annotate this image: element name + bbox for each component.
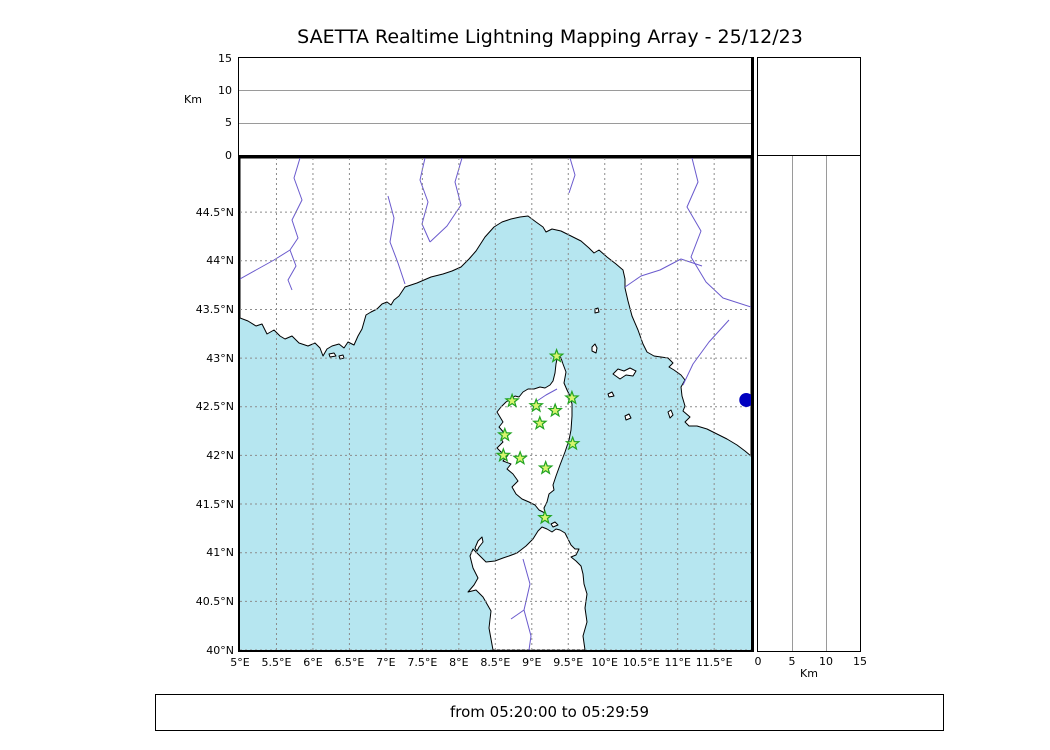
- rivers: [239, 157, 752, 651]
- corsica: [496, 353, 573, 514]
- lon-tick-label: 10.5°E: [622, 656, 660, 669]
- lon-tick-label: 5°E: [230, 656, 250, 669]
- lat-tick-label: 43.5°N: [195, 302, 234, 316]
- corner-box: [757, 57, 861, 156]
- right-panel-tick-label: 0: [754, 655, 762, 668]
- lat-tick-label: 41°N: [206, 546, 234, 560]
- station-marker: [537, 509, 553, 525]
- station-marker: [512, 450, 528, 465]
- lon-tick-label: 7°E: [376, 656, 396, 669]
- lon-tick-label: 11°E: [664, 656, 691, 669]
- altitude-gridline: [239, 122, 751, 124]
- lat-tick-label: 43°N: [206, 351, 234, 365]
- altitude-vs-latitude-panel: [757, 155, 861, 652]
- river: [510, 609, 525, 620]
- island-asinara: [474, 536, 484, 552]
- lon-tick-label: 11.5°E: [695, 656, 733, 669]
- lat-tick-label: 40°N: [206, 643, 234, 657]
- lon-tick-label: 8°E: [449, 656, 469, 669]
- right-panel-tick-label: 5: [788, 655, 796, 668]
- island-elba: [612, 367, 637, 380]
- river: [239, 249, 291, 280]
- lon-tick-label: 5.5°E: [261, 656, 292, 669]
- island-capraia: [591, 343, 598, 354]
- right-panel-tick-label: 10: [819, 655, 833, 668]
- altitude-gridline: [826, 156, 827, 651]
- river: [387, 195, 406, 285]
- river: [624, 258, 703, 288]
- station-marker: [496, 426, 513, 442]
- station-marker: [564, 389, 580, 405]
- station-marker: [547, 402, 563, 418]
- map-panel: [238, 155, 754, 652]
- river: [536, 388, 558, 402]
- station-markers: [495, 347, 581, 525]
- event-marker: [739, 392, 754, 407]
- lat-tick-label: 40.5°N: [195, 594, 234, 608]
- station-marker: [531, 415, 548, 430]
- lat-tick-label: 44.5°N: [195, 205, 234, 219]
- lon-tick-label: 9°E: [522, 656, 542, 669]
- map-canvas: [239, 157, 754, 651]
- station-marker: [528, 397, 545, 413]
- lat-tick-label: 42°N: [206, 448, 234, 462]
- lon-tick-label: 6°E: [303, 656, 323, 669]
- figure-title: SAETTA Realtime Lightning Mapping Array …: [297, 26, 803, 48]
- station-marker: [495, 447, 512, 463]
- mainland-coast: [239, 157, 752, 457]
- lon-tick-label: 7.5°E: [407, 656, 438, 669]
- river: [429, 157, 463, 243]
- top-panel-tick-label: 5: [225, 116, 232, 130]
- lon-tick-label: 6.5°E: [334, 656, 365, 669]
- altitude-gridline: [792, 156, 793, 651]
- river: [419, 157, 431, 243]
- lat-tick-label: 41.5°N: [195, 497, 234, 511]
- sardinia: [467, 526, 588, 651]
- lat-tick-label: 44°N: [206, 254, 234, 268]
- island-montecristo: [624, 413, 632, 421]
- right-panel-tick-label: 15: [853, 655, 867, 668]
- altitude-vs-longitude-panel: [238, 57, 754, 155]
- island-pianosa: [607, 391, 615, 398]
- time-range-box: from 05:20:00 to 05:29:59: [155, 694, 944, 731]
- top-panel-tick-label: 0: [225, 148, 232, 162]
- right-panel-unit-label: Km: [800, 667, 818, 680]
- island-maddalena: [550, 521, 559, 528]
- lon-tick-label: 9.5°E: [553, 656, 584, 669]
- time-range-text: from 05:20:00 to 05:29:59: [449, 703, 649, 721]
- lat-tick-label: 42.5°N: [195, 400, 234, 414]
- river: [686, 157, 752, 308]
- river: [682, 319, 730, 386]
- island-porquerolles: [328, 352, 337, 358]
- island-giglio: [667, 409, 674, 419]
- station-marker: [548, 347, 565, 363]
- river: [568, 157, 576, 194]
- river: [287, 157, 303, 291]
- top-panel-tick-label: 15: [218, 51, 232, 65]
- lon-tick-label: 8.5°E: [480, 656, 511, 669]
- top-panel-tick-label: 10: [218, 83, 232, 97]
- top-panel-unit-label: Km: [184, 93, 202, 106]
- island-gorgona: [594, 307, 600, 314]
- altitude-gridline: [239, 90, 751, 92]
- station-marker: [537, 459, 554, 475]
- lon-tick-label: 10°E: [591, 656, 618, 669]
- station-marker: [504, 392, 520, 408]
- station-marker: [564, 435, 581, 451]
